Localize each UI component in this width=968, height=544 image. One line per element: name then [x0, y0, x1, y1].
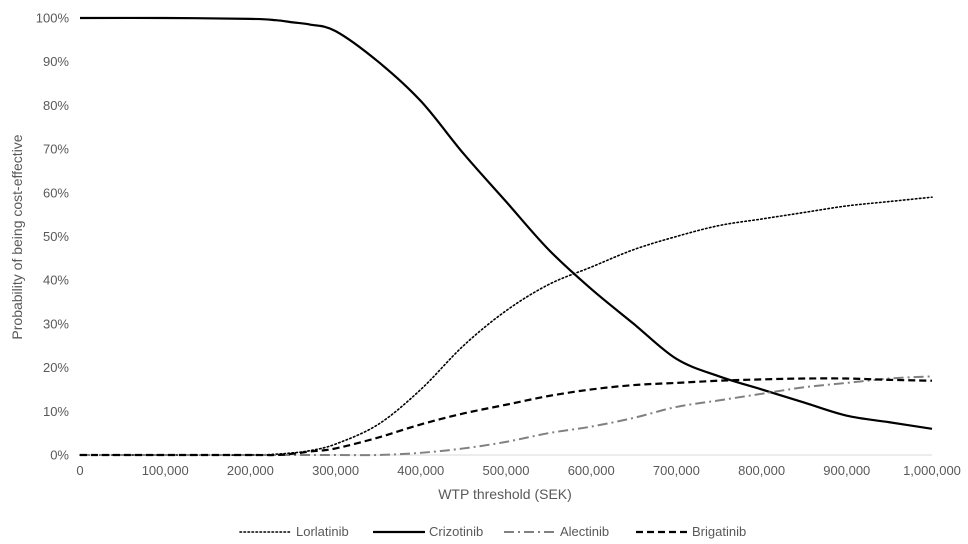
y-tick-label: 70% [43, 142, 69, 157]
series-line-lorlatinib [79, 196, 933, 456]
x-tick-label: 200,000 [227, 463, 274, 478]
y-tick-label: 40% [43, 273, 69, 288]
x-tick-labels: 0 100,000 200,000 300,000 400,000 500,000 600,… [76, 463, 961, 478]
y-tick-label: 80% [43, 98, 69, 113]
legend-label-brigatinib: Brigatinib [692, 524, 746, 539]
legend-label-alectinib: Alectinib [560, 524, 609, 539]
x-tick-label: 700,000 [653, 463, 700, 478]
series-line-brigatinib [79, 377, 933, 457]
series-line-crizotinib [79, 16, 933, 430]
y-tick-label: 20% [43, 360, 69, 375]
y-tick-label: 0% [50, 448, 69, 463]
x-tick-label: 300,000 [312, 463, 359, 478]
x-tick-label: 500,000 [483, 463, 530, 478]
y-tick-label: 100% [36, 11, 70, 26]
x-tick-label: 900,000 [823, 463, 870, 478]
y-tick-label: 60% [43, 185, 69, 200]
y-tick-label: 90% [43, 54, 69, 69]
legend-label-crizotinib: Crizotinib [429, 524, 483, 539]
y-tick-labels: 0% 10% 20% 30% 40% 50% 60% 70% 80% 90% 100% [36, 11, 70, 463]
x-tick-label: 100,000 [142, 463, 189, 478]
series-lines [79, 16, 933, 457]
y-tick-label: 10% [43, 404, 69, 419]
x-tick-label: 800,000 [738, 463, 785, 478]
x-tick-label: 0 [76, 463, 83, 478]
y-tick-label: 30% [43, 316, 69, 331]
x-axis-title: WTP threshold (SEK) [438, 486, 572, 502]
legend-label-lorlatinib: Lorlatinib [296, 524, 349, 539]
legend: Lorlatinib Crizotinib Alectinib Brigatinib [239, 524, 746, 539]
x-tick-label: 600,000 [568, 463, 615, 478]
y-tick-label: 50% [43, 229, 69, 244]
y-axis-title: Probability of being cost-effective [9, 134, 25, 339]
x-tick-label: 400,000 [397, 463, 444, 478]
series-line-alectinib [79, 375, 933, 457]
x-tick-label: 1,000,000 [903, 463, 961, 478]
